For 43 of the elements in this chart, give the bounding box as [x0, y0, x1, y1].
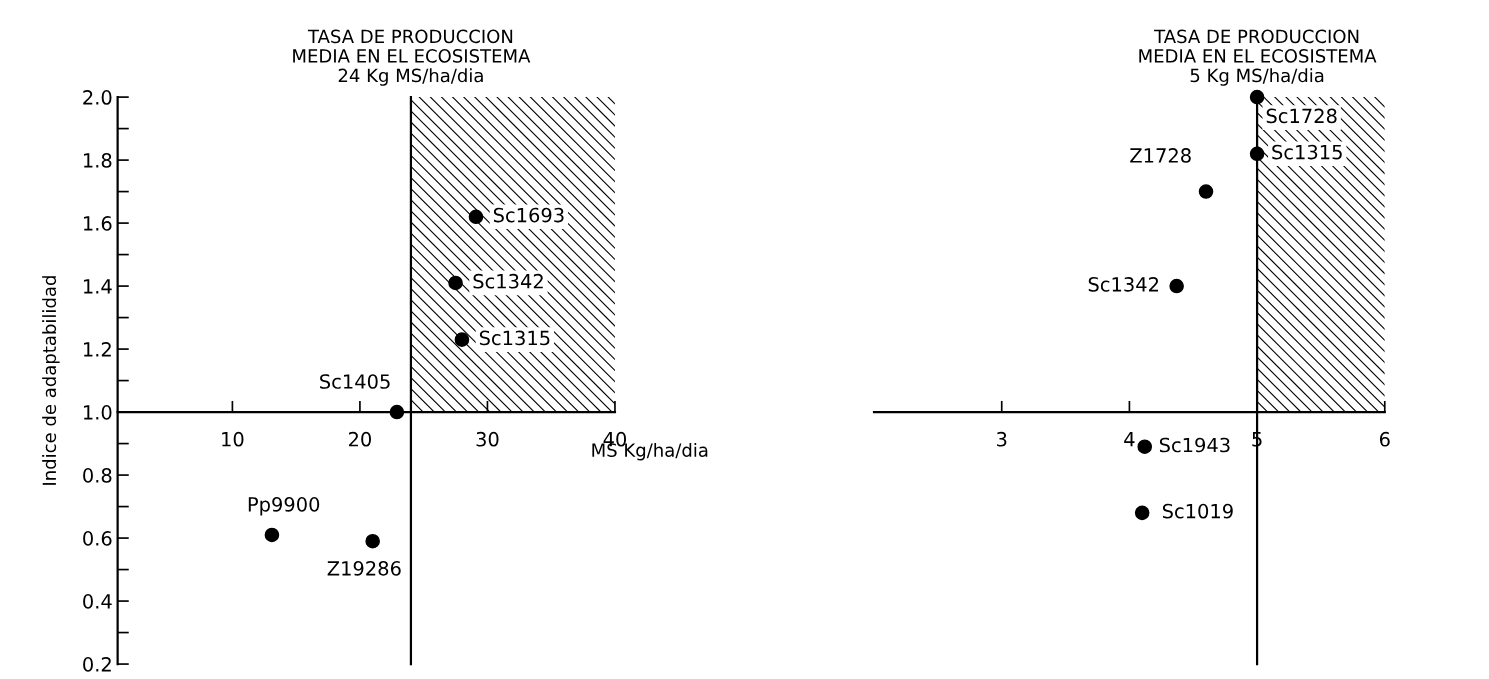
annotation: Sc1943	[1159, 437, 1230, 453]
point	[264, 527, 280, 543]
y-tick-label: 1.4	[83, 279, 112, 294]
annotation: Z19286	[327, 561, 401, 576]
annotation: Sc1728	[1266, 108, 1337, 124]
y-axis-title: Indice de adaptabilidad	[42, 276, 60, 485]
annotation: Sc1342	[473, 273, 543, 289]
annotation: Sc1405	[320, 374, 390, 389]
point	[1137, 439, 1153, 455]
y-tick-label: 1.2	[83, 342, 111, 357]
y-tick-label: 2.0	[83, 90, 112, 105]
annotation: Pp9900	[248, 497, 320, 516]
annotation: Sc1315	[1272, 144, 1342, 160]
y-tick-label: 1.6	[83, 216, 112, 231]
x-tick-label: 3	[997, 431, 1007, 447]
y-tick-label: 0.2	[83, 657, 111, 672]
y-tick-label: 1.8	[83, 153, 112, 168]
point	[1249, 146, 1265, 162]
y-tick-label: 0.6	[83, 531, 112, 546]
y-tick-label: 0.4	[83, 594, 112, 609]
point	[1169, 278, 1184, 294]
x-tick-label: 30	[476, 431, 499, 447]
point	[448, 275, 463, 291]
point	[1249, 89, 1265, 105]
point	[454, 332, 470, 347]
x-tick-label: 4	[1124, 432, 1135, 447]
point	[389, 404, 405, 420]
point	[1134, 505, 1150, 521]
ref-line-label: TASA DE PRODUCCION MEDIA EN EL ECOSISTEMA 5 Kg MS/ha/dia	[1139, 29, 1377, 86]
annotation: Sc1342	[1088, 277, 1159, 292]
annotation: Z1728	[1130, 148, 1191, 163]
x-tick-label: 20	[348, 431, 371, 447]
x-tick-label: 6	[1379, 431, 1390, 447]
annotation: Sc1693	[493, 207, 564, 223]
y-tick-label: 1.0	[83, 405, 112, 420]
x-tick-label: 10	[222, 431, 244, 447]
annotation: Sc1019	[1162, 503, 1233, 519]
y-tick-label: 0.8	[83, 468, 112, 483]
point	[365, 533, 380, 549]
annotation: Sc1315	[479, 330, 550, 346]
point	[1198, 184, 1214, 199]
ref-line-label: TASA DE PRODUCCION MEDIA EN EL ECOSISTEMA 24 Kg MS/ha/dia	[293, 29, 531, 86]
point	[468, 209, 484, 225]
